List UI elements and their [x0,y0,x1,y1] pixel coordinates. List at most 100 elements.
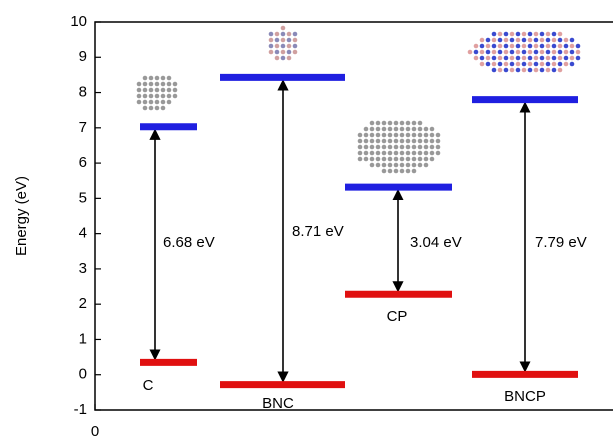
molecule-atom [504,50,509,55]
molecule-atom [364,127,369,132]
molecule-atom [540,44,545,49]
molecule-atom [364,145,369,150]
molecule-atom [552,44,557,49]
molecule-atom [436,151,441,156]
molecule-atom [418,163,423,168]
molecule-atom [149,76,154,81]
molecule-atom [498,38,503,43]
molecule-atom [522,50,527,55]
molecule-atom [167,94,172,99]
molecule-atom [149,94,154,99]
molecule-atom [400,133,405,138]
molecule-atom [394,145,399,150]
molecule-atom [394,169,399,174]
molecule-atom [406,139,411,144]
molecule-atom [570,62,575,67]
molecule-atom [564,44,569,49]
molecule-atom [546,50,551,55]
molecule-atom [155,88,160,93]
molecule-atom [143,76,148,81]
molecule-atom [370,163,375,168]
molecule-atom [137,100,142,105]
molecule-atom [540,56,545,61]
molecule-atom [269,50,274,55]
molecule-atom [388,133,393,138]
molecule-atom [269,44,274,49]
molecule-atom [167,100,172,105]
molecule-atom [522,56,527,61]
molecule-atom [275,50,280,55]
molecule-atom [275,38,280,43]
molecule-atom [522,38,527,43]
molecule-atom [492,68,497,73]
molecule-atom [570,38,575,43]
molecule-atom [388,127,393,132]
molecule-atom [528,68,533,73]
molecule-atom [406,157,411,162]
molecule-atom [546,32,551,37]
molecule-atom [528,50,533,55]
molecule-atom [516,32,521,37]
molecule-atom [546,38,551,43]
molecule-atom [498,68,503,73]
molecule-atom [155,106,160,111]
molecule-atom [552,32,557,37]
molecule-atom [412,121,417,126]
x-tick-label: 0 [91,423,99,438]
molecule-atom [161,82,166,87]
molecule-atom [143,106,148,111]
molecule-atom [570,56,575,61]
molecule-atom [388,139,393,144]
y-tick-label: -1 [74,401,87,418]
gap-label: 6.68 eV [163,234,215,251]
molecule-atom [173,82,178,87]
molecule-atom [394,157,399,162]
molecule-atom [287,32,292,37]
molecule-atom [167,82,172,87]
molecule-atom [492,44,497,49]
molecule-atom [388,151,393,156]
molecule-atom [161,94,166,99]
molecule-atom [424,157,429,162]
molecule-atom [546,62,551,67]
y-tick-label: 2 [79,295,87,312]
molecule-atom [376,163,381,168]
molecule-atom [424,163,429,168]
molecule-atom [388,163,393,168]
molecule-atom [143,82,148,87]
molecule-atom [424,127,429,132]
molecule-atom [418,145,423,150]
molecule-atom [358,133,363,138]
molecule-atom [370,127,375,132]
category-label: CP [387,308,408,325]
molecule-atom [540,50,545,55]
molecule-atom [516,38,521,43]
y-tick-label: 8 [79,84,87,101]
molecule-atom [498,44,503,49]
molecule-atom [382,169,387,174]
molecule-atom [281,44,286,49]
molecule-atom [394,151,399,156]
molecule-atom [510,44,515,49]
molecule-atom [570,44,575,49]
molecule-atom [143,100,148,105]
molecule-atom [269,32,274,37]
molecule-atom [406,145,411,150]
molecule-atom [394,133,399,138]
molecule-atom [370,151,375,156]
molecule-atom [376,133,381,138]
molecule-atom [534,56,539,61]
molecule-atom [143,88,148,93]
molecule-atom [269,38,274,43]
molecule-atom [394,121,399,126]
plot-frame [95,22,613,410]
molecule-atom [436,145,441,150]
molecule-atom [424,145,429,150]
molecule-atom [564,56,569,61]
molecule-atom [364,139,369,144]
molecule-atom [480,38,485,43]
molecule-atom [540,68,545,73]
molecule-atom [370,121,375,126]
molecule-atom [480,62,485,67]
molecule-atom [486,50,491,55]
